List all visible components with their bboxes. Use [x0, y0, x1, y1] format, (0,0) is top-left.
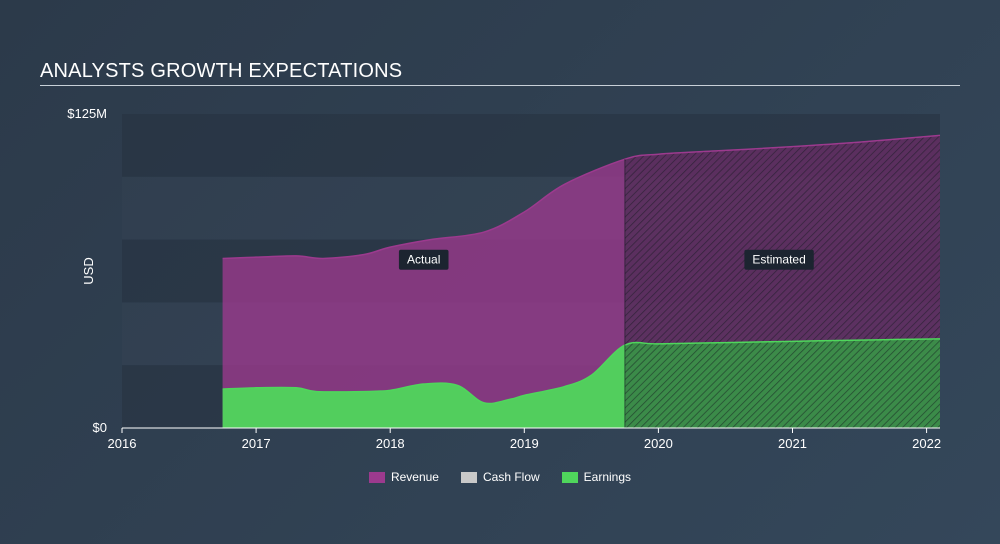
x-tick-label: 2017 [242, 436, 271, 451]
x-tick-label: 2021 [778, 436, 807, 451]
legend: Revenue Cash Flow Earnings [0, 470, 1000, 484]
earnings-line [222, 338, 941, 405]
legend-label-earnings: Earnings [583, 470, 632, 484]
chart-title: ANALYSTS GROWTH EXPECTATIONS [40, 60, 403, 82]
legend-item-revenue[interactable]: Revenue [368, 470, 439, 484]
title-divider [40, 85, 960, 86]
legend-swatch-cash-flow [460, 471, 477, 483]
y-tick-label: $125M [67, 106, 107, 121]
x-tick-label: 2018 [376, 436, 405, 451]
earnings-estimated-area [624, 338, 940, 428]
legend-swatch-revenue [368, 471, 385, 483]
annotation-actual: Actual [407, 253, 440, 267]
legend-label-cash-flow: Cash Flow [482, 470, 540, 484]
revenue-line [222, 134, 941, 260]
legend-item-earnings[interactable]: Earnings [561, 470, 632, 484]
x-tick-label: 2016 [108, 436, 137, 451]
y-axis-label: USD [81, 257, 96, 284]
x-tick-label: 2020 [644, 436, 673, 451]
y-tick-label: $0 [93, 420, 107, 435]
annotation-tag-background [744, 249, 814, 270]
annotation-tag-background [398, 249, 449, 270]
legend-label-revenue: Revenue [390, 470, 439, 484]
x-tick-label: 2019 [510, 436, 539, 451]
annotation-estimated: Estimated [752, 253, 805, 267]
legend-swatch-earnings [561, 471, 578, 483]
x-tick-label: 2022 [912, 436, 941, 451]
legend-item-cash-flow[interactable]: Cash Flow [460, 470, 540, 484]
